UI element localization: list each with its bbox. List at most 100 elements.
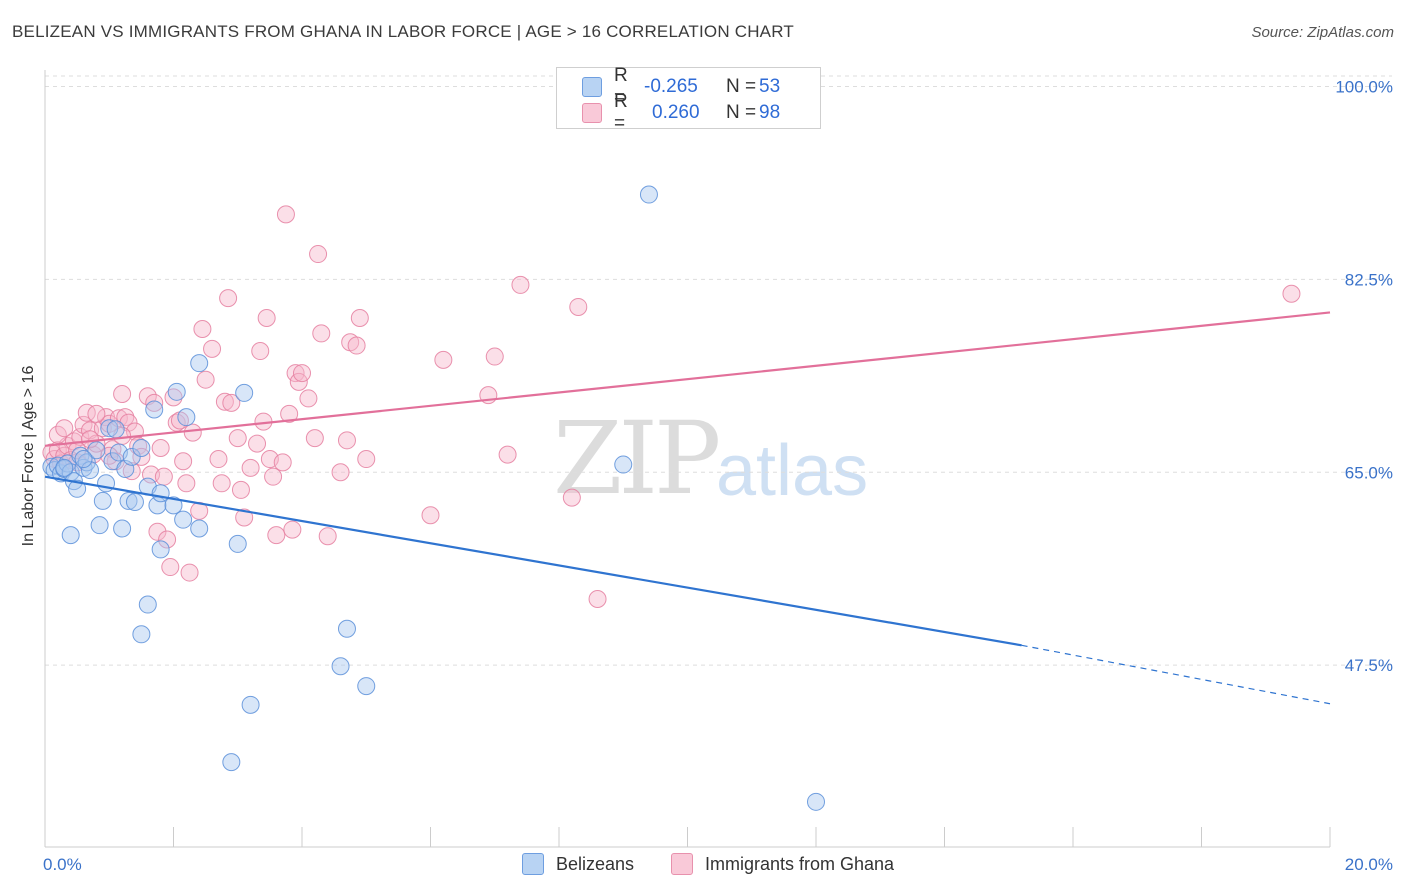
- point-ghana: [357, 450, 376, 469]
- point-ghana: [161, 558, 180, 577]
- point-belizean: [222, 753, 241, 772]
- legend-row-ghana: R = 0.260 N = 98: [582, 91, 780, 134]
- point-ghana: [337, 431, 356, 450]
- point-ghana: [87, 404, 106, 423]
- r-value: -0.265: [644, 76, 698, 97]
- legend-label-ghana: Immigrants from Ghana: [705, 853, 895, 874]
- point-belizean: [68, 479, 87, 498]
- n-label: N =: [726, 102, 757, 123]
- legend-label-belizeans: Belizeans: [556, 853, 635, 874]
- point-ghana: [318, 527, 337, 546]
- point-belizean: [337, 619, 356, 638]
- watermark-zip: ZIP: [553, 400, 721, 517]
- point-ghana: [231, 480, 250, 499]
- trendline-belizean: [44, 475, 1022, 647]
- point-ghana: [77, 403, 96, 422]
- point-ghana: [151, 439, 170, 458]
- point-ghana: [588, 590, 607, 609]
- point-belizean: [235, 383, 254, 402]
- point-ghana: [148, 522, 167, 541]
- r-value: 0.260: [652, 102, 700, 123]
- point-belizean: [151, 484, 170, 503]
- point-ghana: [228, 429, 247, 448]
- y-tick-label: 65.0%: [1345, 463, 1393, 482]
- point-ghana: [212, 474, 231, 493]
- point-ghana: [158, 530, 177, 549]
- point-belizean: [80, 461, 99, 480]
- point-ghana: [180, 563, 199, 582]
- y-tick-label: 100.0%: [1335, 78, 1393, 97]
- point-ghana: [183, 423, 202, 442]
- r-label: R =: [614, 65, 628, 108]
- legend-swatch-blue: [522, 853, 544, 875]
- point-belizean: [113, 519, 132, 538]
- point-belizean: [639, 185, 658, 204]
- point-ghana: [215, 392, 234, 411]
- point-ghana: [434, 350, 453, 369]
- legend-swatch-pink: [671, 853, 693, 875]
- point-ghana: [257, 308, 276, 327]
- correlation-legend: R = -0.265 N = 53 R = 0.260 N = 98: [556, 65, 821, 134]
- legend-item-belizeans[interactable]: Belizeans: [522, 852, 634, 876]
- point-ghana: [177, 474, 196, 493]
- point-ghana: [562, 488, 581, 507]
- point-ghana: [129, 436, 148, 455]
- point-belizean: [74, 450, 93, 469]
- y-tick-label: 47.5%: [1345, 656, 1393, 675]
- trend-lines: [44, 311, 1331, 705]
- point-ghana: [219, 289, 238, 308]
- point-ghana: [203, 339, 222, 358]
- point-ghana: [164, 388, 183, 407]
- trendline-belizean-extension: [1021, 644, 1331, 705]
- data-points: [42, 185, 1301, 811]
- point-belizean: [90, 516, 109, 535]
- point-belizean: [614, 455, 633, 474]
- point-belizean: [177, 408, 196, 427]
- point-belizean: [100, 419, 119, 438]
- point-ghana: [299, 389, 318, 408]
- point-ghana: [1282, 284, 1301, 303]
- point-ghana: [174, 452, 193, 471]
- point-belizean: [71, 446, 90, 465]
- point-ghana: [222, 393, 241, 412]
- point-belizean: [174, 510, 193, 529]
- point-ghana: [209, 450, 228, 469]
- point-ghana: [193, 320, 212, 338]
- point-belizean: [145, 400, 164, 419]
- point-ghana: [569, 297, 588, 316]
- point-ghana: [312, 324, 331, 343]
- trendline-ghana: [44, 311, 1331, 447]
- point-ghana: [264, 467, 283, 486]
- x-tick-label: 0.0%: [43, 855, 82, 874]
- point-ghana: [109, 409, 128, 428]
- point-ghana: [116, 408, 135, 427]
- point-belizean: [167, 382, 186, 401]
- point-belizean: [241, 695, 260, 714]
- point-ghana: [267, 526, 286, 545]
- point-belizean: [55, 458, 74, 477]
- point-ghana: [196, 370, 215, 389]
- point-belizean: [331, 657, 350, 676]
- y-tick-label: 82.5%: [1345, 270, 1393, 289]
- point-belizean: [151, 540, 170, 559]
- point-belizean: [119, 491, 138, 510]
- legend-row-belizeans: R = -0.265 N = 53: [582, 65, 781, 108]
- watermark-atlas: atlas: [716, 431, 869, 511]
- r-label: R =: [614, 91, 628, 134]
- point-belizean: [190, 354, 209, 373]
- chart-title: BELIZEAN VS IMMIGRANTS FROM GHANA IN LAB…: [12, 22, 794, 41]
- tick-labels: 47.5% 65.0% 82.5% 100.0% 0.0% 20.0%: [43, 78, 1393, 874]
- point-belizean: [807, 792, 825, 811]
- point-belizean: [125, 493, 144, 512]
- point-ghana: [276, 205, 295, 224]
- point-ghana: [55, 419, 74, 438]
- legend-item-ghana[interactable]: Immigrants from Ghana: [671, 852, 894, 876]
- point-ghana: [350, 308, 369, 327]
- point-ghana: [138, 387, 157, 406]
- y-axis-label: In Labor Force | Age > 16: [20, 365, 37, 547]
- point-belizean: [87, 441, 106, 460]
- point-belizean: [132, 439, 151, 458]
- grid-lines: [45, 75, 1392, 666]
- n-value: 53: [759, 76, 781, 97]
- point-ghana: [498, 445, 517, 464]
